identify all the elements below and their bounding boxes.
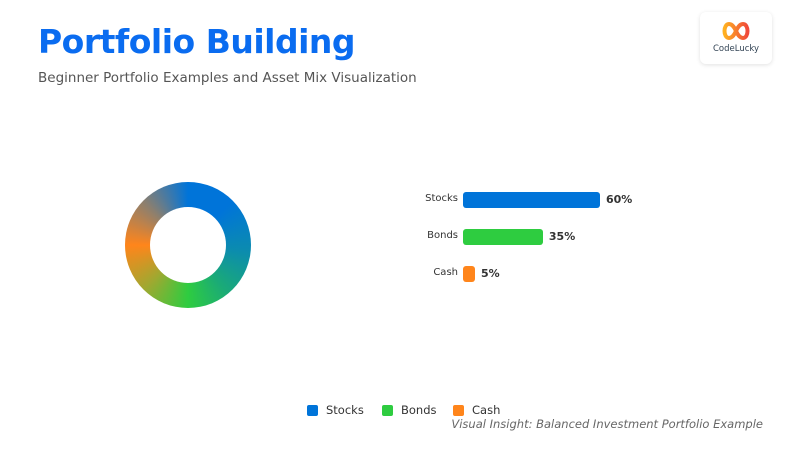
page-title: Portfolio Building: [38, 22, 356, 61]
bar-label-cash: Cash: [433, 267, 458, 278]
footer-caption: Visual Insight: Balanced Investment Port…: [451, 417, 763, 431]
bar-label-bonds: Bonds: [427, 230, 458, 241]
bar-value-cash: 5%: [481, 267, 500, 280]
bar-value-bonds: 35%: [548, 230, 576, 243]
infinity-logo-icon: [722, 21, 750, 41]
legend-swatch: [382, 404, 393, 416]
logo-text: CodeLucky: [712, 44, 760, 54]
legend-item-bonds: Bonds: [382, 403, 437, 417]
legend-swatch: [453, 404, 464, 416]
bar-label-stocks: Stocks: [425, 193, 458, 204]
legend-item-cash: Cash: [453, 403, 500, 417]
page-subtitle: Beginner Portfolio Examples and Asset Mi…: [38, 70, 417, 86]
legend-swatch: [307, 404, 318, 416]
bar-value-stocks: 60%: [606, 193, 633, 206]
legend-item-stocks: Stocks: [307, 403, 364, 417]
bar-stocks: [463, 192, 600, 208]
bar-bonds: [463, 229, 543, 245]
bar-cash: [463, 266, 475, 282]
codelucky-logo: CodeLucky: [700, 12, 772, 64]
legend-label: Stocks: [326, 403, 364, 417]
donut-hole: [150, 207, 226, 283]
legend-label: Cash: [472, 403, 501, 417]
legend-label: Bonds: [401, 403, 437, 417]
asset-mix-donut: [125, 182, 251, 308]
